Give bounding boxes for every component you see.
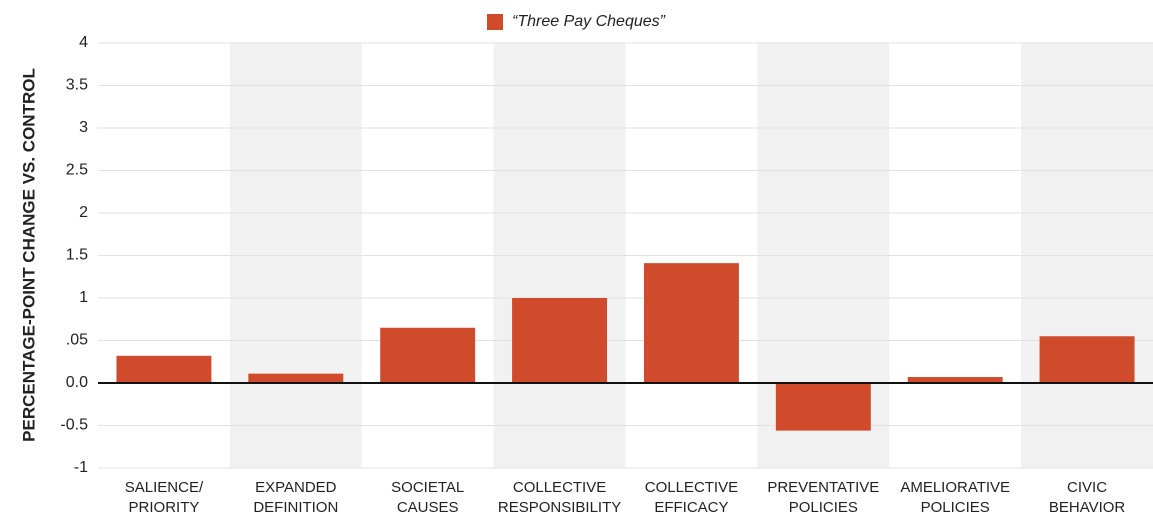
bar [1039,336,1135,383]
x-tick-label: SALIENCE/ PRIORITY [124,479,204,516]
x-tick-label: EXPANDED DEFINITION [253,479,339,516]
x-tick-label: COLLECTIVE EFFICACY [644,479,739,516]
y-tick-label: 1.5 [66,247,88,264]
y-tick-label: 3 [79,119,88,136]
legend-label: “Three Pay Cheques” [512,13,666,30]
bar [248,373,344,383]
y-tick-label: 0.0 [66,374,88,391]
y-tick-label: 4 [79,34,88,51]
x-tick-label: AMELIORATIVE POLICIES [900,479,1011,516]
bar [643,263,739,383]
bar [775,383,871,431]
y-axis-label: PERCENTAGE-POINT CHANGE VS. CONTROL [19,68,38,442]
y-tick-label: 3.5 [66,77,88,94]
y-tick-label: 2 [79,204,88,221]
y-tick-label: .05 [66,332,88,349]
bar [512,298,608,383]
x-tick-label: PREVENTATIVE POLICIES [767,479,880,516]
bar [380,327,476,383]
y-tick-label: -0.5 [60,417,88,434]
y-tick-label: 2.5 [66,162,88,179]
y-tick-label: -1 [74,459,88,476]
x-tick-label: SOCIETAL CAUSES [391,479,465,516]
bar [907,377,1003,383]
y-tick-label: 1 [79,289,88,306]
legend-swatch [487,14,503,30]
x-tick-label: CIVIC BEHAVIOR [1048,479,1126,516]
bar [116,355,212,383]
x-tick-label: COLLECTIVE RESPONSIBILITY [497,479,622,516]
